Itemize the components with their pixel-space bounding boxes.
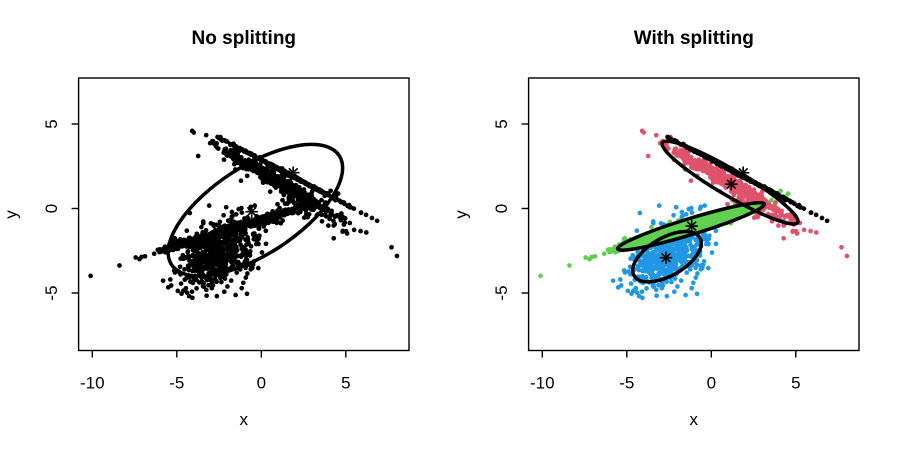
svg-text:x: x — [240, 410, 249, 429]
svg-text:With splitting: With splitting — [634, 28, 754, 49]
svg-text:-10: -10 — [80, 374, 105, 393]
svg-text:-5: -5 — [169, 374, 184, 393]
svg-text:y: y — [2, 210, 21, 219]
svg-text:5: 5 — [791, 374, 800, 393]
svg-text:-5: -5 — [619, 374, 634, 393]
svg-text:y: y — [452, 210, 471, 219]
svg-text:0: 0 — [42, 204, 61, 213]
svg-text:x: x — [690, 410, 699, 429]
svg-text:0: 0 — [257, 374, 266, 393]
svg-text:-10: -10 — [530, 374, 555, 393]
svg-text:0: 0 — [707, 374, 716, 393]
svg-text:0: 0 — [492, 204, 511, 213]
svg-text:No splitting: No splitting — [192, 28, 296, 49]
svg-text:5: 5 — [42, 119, 61, 128]
svg-text:-5: -5 — [492, 285, 511, 300]
svg-text:-5: -5 — [42, 285, 61, 300]
svg-text:5: 5 — [341, 374, 350, 393]
svg-text:5: 5 — [492, 119, 511, 128]
